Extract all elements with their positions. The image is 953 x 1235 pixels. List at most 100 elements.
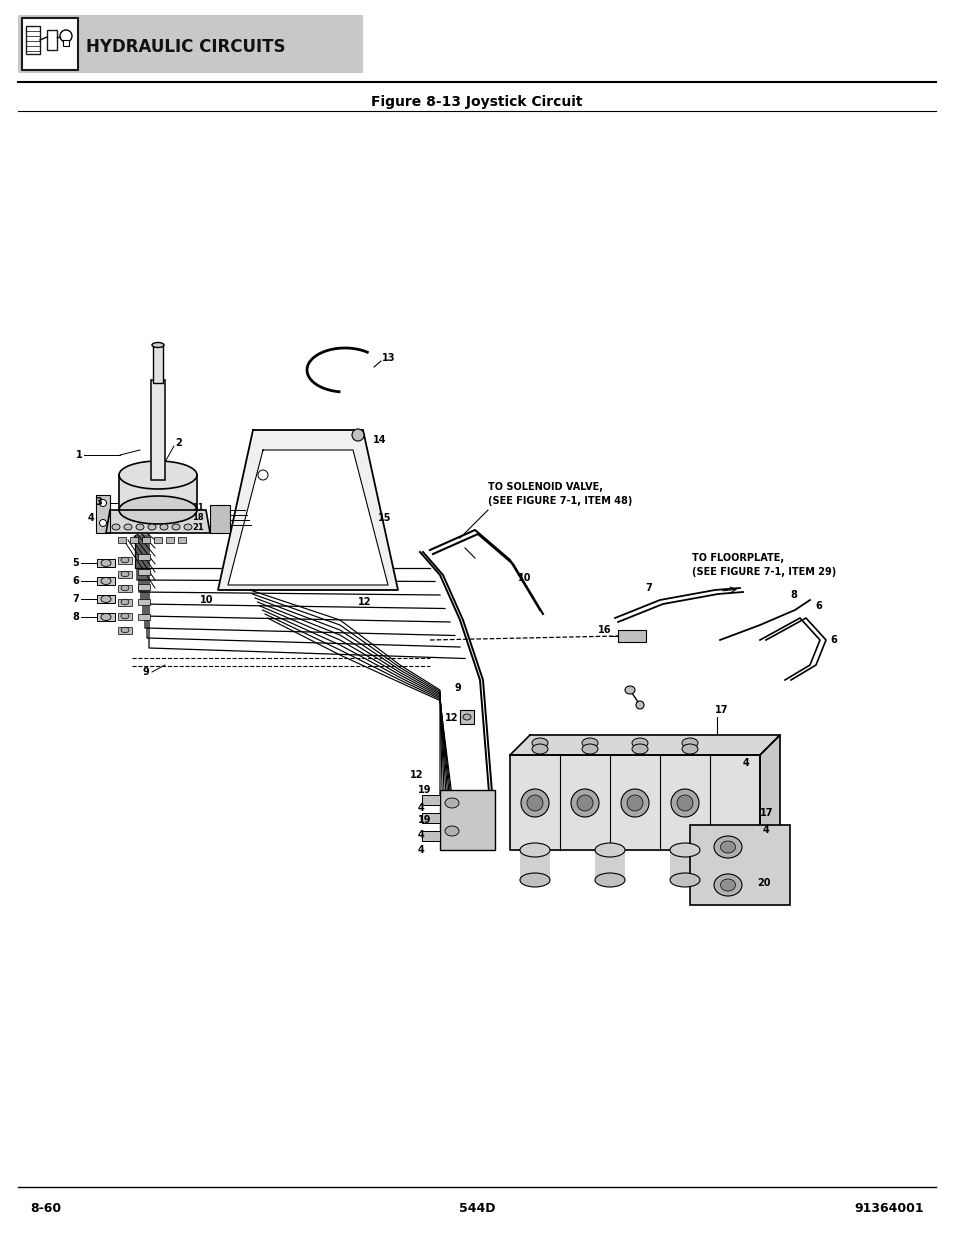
Text: 7: 7: [71, 594, 79, 604]
Bar: [97, 577, 115, 585]
Bar: [178, 537, 186, 543]
Ellipse shape: [681, 743, 698, 755]
Text: 544D: 544D: [458, 1202, 495, 1214]
Bar: [18, 15, 363, 73]
Text: 10: 10: [200, 595, 213, 605]
Text: 7: 7: [644, 583, 651, 593]
Ellipse shape: [119, 461, 196, 489]
Bar: [595, 850, 624, 881]
Text: Figure 8-13 Joystick Circuit: Figure 8-13 Joystick Circuit: [371, 95, 582, 109]
Ellipse shape: [595, 844, 624, 857]
Ellipse shape: [624, 685, 635, 694]
Ellipse shape: [148, 524, 156, 530]
Text: 13: 13: [381, 353, 395, 363]
Ellipse shape: [677, 795, 692, 811]
Ellipse shape: [670, 789, 699, 818]
Ellipse shape: [124, 524, 132, 530]
Text: 9: 9: [455, 683, 461, 693]
Bar: [138, 584, 150, 590]
Text: 4: 4: [742, 758, 749, 768]
Ellipse shape: [620, 789, 648, 818]
Ellipse shape: [112, 524, 120, 530]
Polygon shape: [760, 735, 780, 869]
Text: 4: 4: [762, 825, 769, 835]
Text: 15: 15: [377, 513, 391, 522]
Text: 3: 3: [95, 496, 102, 508]
Text: 16: 16: [598, 625, 611, 635]
Polygon shape: [510, 735, 780, 755]
Bar: [47, 30, 57, 49]
Ellipse shape: [681, 739, 698, 748]
Text: 12: 12: [444, 713, 458, 722]
Text: 2: 2: [174, 438, 182, 448]
Ellipse shape: [532, 743, 547, 755]
Polygon shape: [228, 450, 388, 585]
Bar: [421, 831, 439, 841]
Text: 4: 4: [88, 513, 94, 522]
Bar: [118, 571, 132, 578]
Bar: [669, 850, 700, 881]
Ellipse shape: [669, 844, 700, 857]
Bar: [138, 569, 150, 576]
Bar: [26, 26, 40, 54]
Text: 91364001: 91364001: [854, 1202, 923, 1214]
Bar: [118, 537, 126, 543]
Ellipse shape: [713, 836, 741, 858]
Circle shape: [99, 499, 107, 506]
Ellipse shape: [101, 559, 111, 567]
Ellipse shape: [519, 873, 550, 887]
Bar: [153, 537, 162, 543]
Bar: [22, 19, 78, 70]
Text: 12: 12: [410, 769, 423, 781]
Ellipse shape: [571, 789, 598, 818]
Ellipse shape: [636, 701, 643, 709]
Ellipse shape: [526, 795, 542, 811]
Text: 19: 19: [417, 815, 431, 825]
Bar: [118, 627, 132, 634]
Bar: [689, 825, 789, 905]
Bar: [130, 537, 138, 543]
Ellipse shape: [101, 614, 111, 620]
Text: 12: 12: [357, 597, 371, 606]
Bar: [63, 40, 69, 46]
Ellipse shape: [631, 743, 647, 755]
Text: 14: 14: [373, 435, 386, 445]
Ellipse shape: [121, 627, 129, 632]
Ellipse shape: [581, 739, 598, 748]
Bar: [210, 505, 230, 534]
Ellipse shape: [119, 496, 196, 524]
Text: 19: 19: [417, 785, 431, 795]
Ellipse shape: [444, 826, 458, 836]
Text: 9: 9: [143, 667, 150, 677]
Ellipse shape: [121, 572, 129, 577]
Circle shape: [352, 429, 364, 441]
Polygon shape: [218, 430, 397, 590]
Ellipse shape: [121, 557, 129, 563]
Text: 11: 11: [192, 504, 204, 513]
Bar: [439, 790, 495, 850]
Text: 6: 6: [814, 601, 821, 611]
Ellipse shape: [136, 524, 144, 530]
Circle shape: [99, 520, 107, 526]
Ellipse shape: [101, 578, 111, 584]
Bar: [96, 495, 110, 534]
Text: 6: 6: [829, 635, 836, 645]
Bar: [618, 630, 645, 642]
Ellipse shape: [669, 873, 700, 887]
Ellipse shape: [581, 743, 598, 755]
Ellipse shape: [626, 795, 642, 811]
Ellipse shape: [121, 585, 129, 590]
Circle shape: [257, 471, 268, 480]
Bar: [97, 595, 115, 603]
Ellipse shape: [101, 595, 111, 603]
Text: 6: 6: [71, 576, 79, 585]
Text: 10: 10: [517, 573, 531, 583]
Ellipse shape: [160, 524, 168, 530]
Ellipse shape: [520, 789, 548, 818]
Bar: [142, 537, 150, 543]
Bar: [118, 557, 132, 564]
Ellipse shape: [444, 798, 458, 808]
Ellipse shape: [172, 524, 180, 530]
Bar: [97, 559, 115, 567]
Text: 8: 8: [71, 613, 79, 622]
